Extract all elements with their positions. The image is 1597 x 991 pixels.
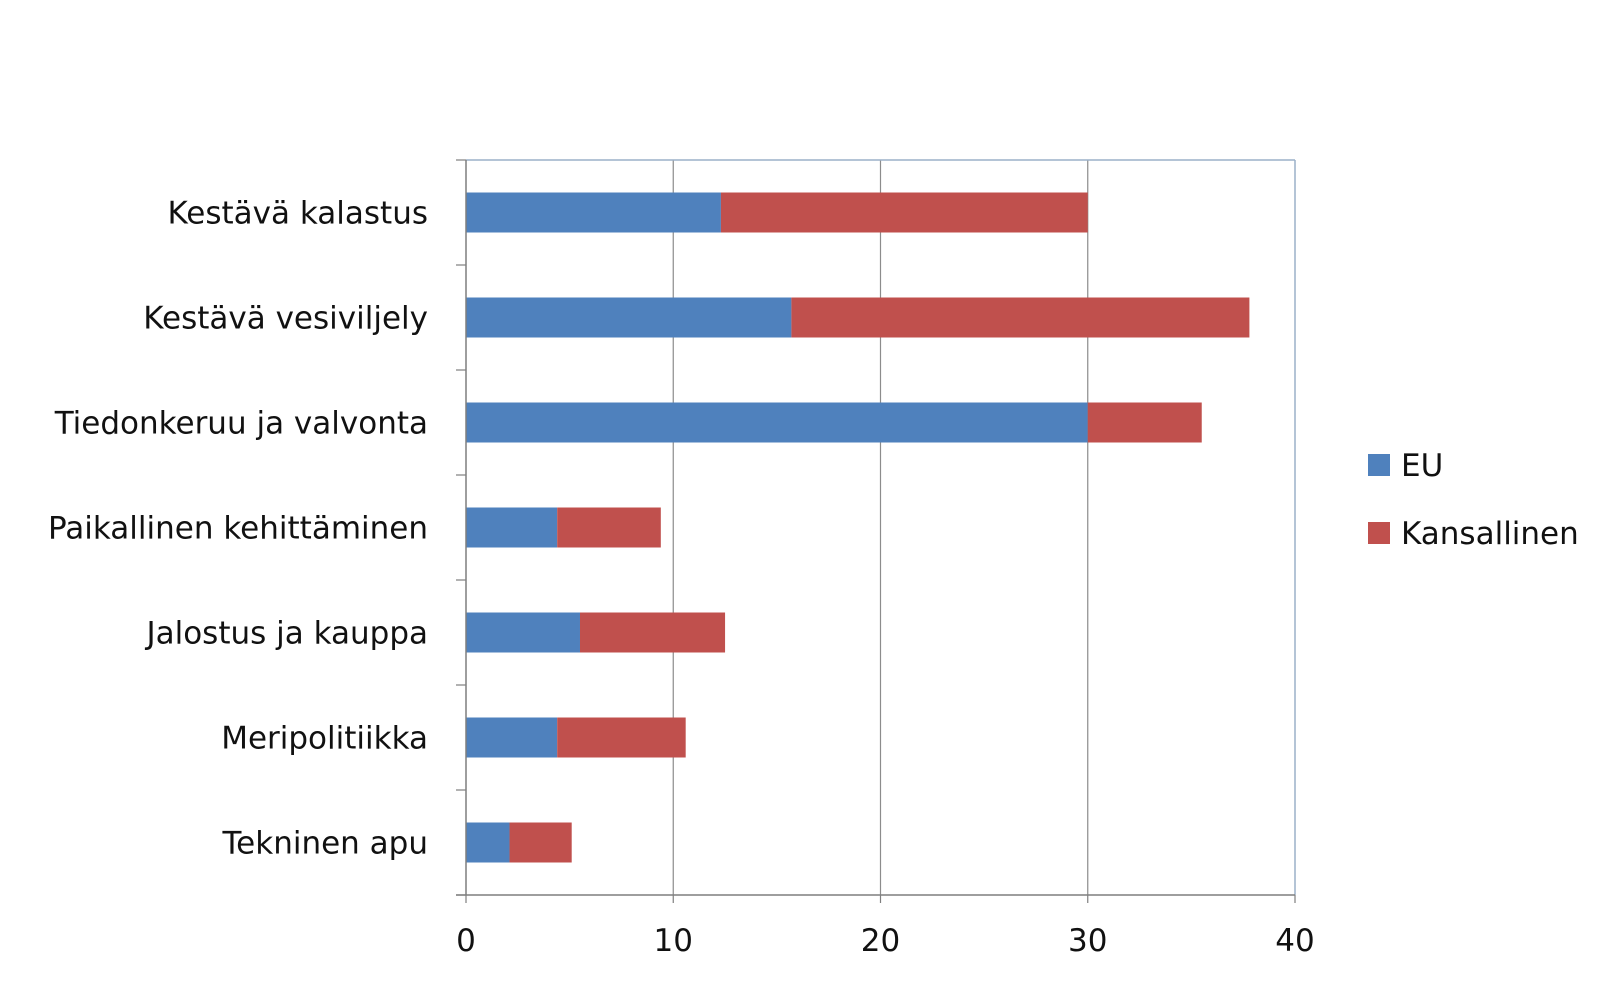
category-label-2: Tiedonkeruu ja valvonta [54, 406, 428, 442]
x-tick-label-10: 10 [654, 923, 693, 959]
bar-eu-2 [466, 402, 1088, 443]
bar-eu-3 [466, 507, 558, 548]
bar-eu-0 [466, 192, 721, 233]
bar-kansallinen-6 [509, 822, 572, 863]
category-label-1: Kestävä vesiviljely [143, 301, 428, 337]
bar-eu-4 [466, 612, 580, 653]
bar-kansallinen-4 [579, 612, 726, 653]
x-tick-label-40: 40 [1275, 923, 1314, 959]
x-tick-labels: 0 10 20 30 40 [456, 923, 1315, 959]
category-label-5: Meripolitiikka [221, 721, 428, 757]
bars [466, 192, 1250, 863]
axes [456, 159, 1296, 903]
x-tick-label-30: 30 [1068, 923, 1107, 959]
bar-eu-6 [466, 822, 510, 863]
bar-kansallinen-3 [557, 507, 661, 548]
bar-kansallinen-1 [791, 297, 1250, 338]
category-label-4: Jalostus ja kauppa [144, 616, 428, 652]
bar-kansallinen-0 [720, 192, 1088, 233]
category-labels: Kestävä kalastus Kestävä vesiviljely Tiedo… [48, 196, 428, 862]
x-tick-label-0: 0 [456, 923, 476, 959]
category-label-0: Kestävä kalastus [168, 196, 428, 232]
bar-kansallinen-5 [557, 717, 686, 758]
bar-eu-1 [466, 297, 792, 338]
legend: EU Kansallinen [1368, 448, 1579, 552]
x-tick-label-20: 20 [861, 923, 900, 959]
legend-label-1: Kansallinen [1401, 516, 1579, 552]
bar-eu-5 [466, 717, 558, 758]
bar-kansallinen-2 [1087, 402, 1202, 443]
category-label-6: Tekninen apu [222, 826, 429, 862]
category-label-3: Paikallinen kehittäminen [48, 511, 428, 547]
legend-swatch-1 [1368, 522, 1390, 544]
legend-label-0: EU [1401, 448, 1443, 484]
legend-swatch-0 [1368, 454, 1390, 476]
gridlines [672, 160, 1089, 895]
